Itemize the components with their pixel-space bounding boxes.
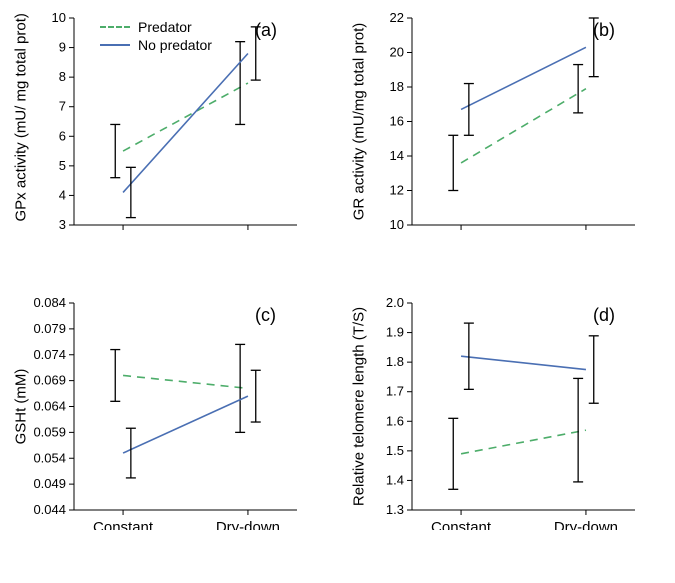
panel-letter: (c) [255, 305, 276, 326]
svg-text:Dry-down: Dry-down [216, 519, 280, 530]
svg-text:6: 6 [59, 128, 66, 143]
svg-text:0.069: 0.069 [33, 373, 66, 388]
svg-text:5: 5 [59, 158, 66, 173]
svg-text:1.6: 1.6 [386, 413, 404, 428]
svg-text:0.059: 0.059 [33, 424, 66, 439]
svg-text:0.064: 0.064 [33, 399, 66, 414]
panel-d: 1.3 1.4 1.5 1.6 1.7 1.8 1.9 2.0 Constant Dry-down… [360, 295, 640, 530]
svg-text:16: 16 [390, 114, 404, 129]
svg-text:1.9: 1.9 [386, 325, 404, 340]
svg-text:10: 10 [52, 10, 66, 25]
y-axis-label: GR activity (mU/mg total prot) [351, 21, 368, 221]
svg-text:18: 18 [390, 79, 404, 94]
svg-text:Constant: Constant [431, 519, 492, 530]
svg-text:Dry-down: Dry-down [554, 519, 618, 530]
svg-text:10: 10 [390, 217, 404, 232]
svg-text:3: 3 [59, 217, 66, 232]
panel-letter: (d) [593, 305, 615, 326]
svg-text:1.5: 1.5 [386, 443, 404, 458]
svg-text:1.7: 1.7 [386, 384, 404, 399]
svg-text:0.049: 0.049 [33, 476, 66, 491]
y-axis-label: GSHt (mM) [13, 306, 30, 506]
svg-text:1.3: 1.3 [386, 502, 404, 517]
svg-text:0.044: 0.044 [33, 502, 66, 517]
figure-container: PredatorNo predator 345678910GPx activit… [0, 0, 675, 583]
svg-text:22: 22 [390, 10, 404, 25]
svg-text:0.074: 0.074 [33, 347, 66, 362]
panel-letter: (b) [593, 20, 615, 41]
y-axis-label: Relative telomere length (T/S) [351, 306, 368, 506]
panel-c: 0.044 0.049 0.054 0.059 0.064 0.069 0.074 0.079… [22, 295, 302, 530]
svg-text:0.079: 0.079 [33, 321, 66, 336]
svg-text:20: 20 [390, 45, 404, 60]
svg-text:Constant: Constant [93, 519, 154, 530]
svg-text:0.054: 0.054 [33, 450, 66, 465]
svg-text:0.084: 0.084 [33, 295, 66, 310]
svg-text:8: 8 [59, 69, 66, 84]
svg-text:2.0: 2.0 [386, 295, 404, 310]
svg-text:9: 9 [59, 40, 66, 55]
panel-letter: (a) [255, 20, 277, 41]
svg-text:14: 14 [390, 148, 404, 163]
svg-text:7: 7 [59, 99, 66, 114]
svg-text:12: 12 [390, 183, 404, 198]
svg-text:1.8: 1.8 [386, 354, 404, 369]
y-axis-label: GPx activity (mU/ mg total prot) [13, 21, 30, 221]
svg-text:4: 4 [59, 187, 66, 202]
panel-b: 10121416182022GR activity (mU/mg total p… [360, 10, 640, 245]
svg-text:1.4: 1.4 [386, 472, 404, 487]
panel-a: 345678910GPx activity (mU/ mg total prot… [22, 10, 302, 245]
